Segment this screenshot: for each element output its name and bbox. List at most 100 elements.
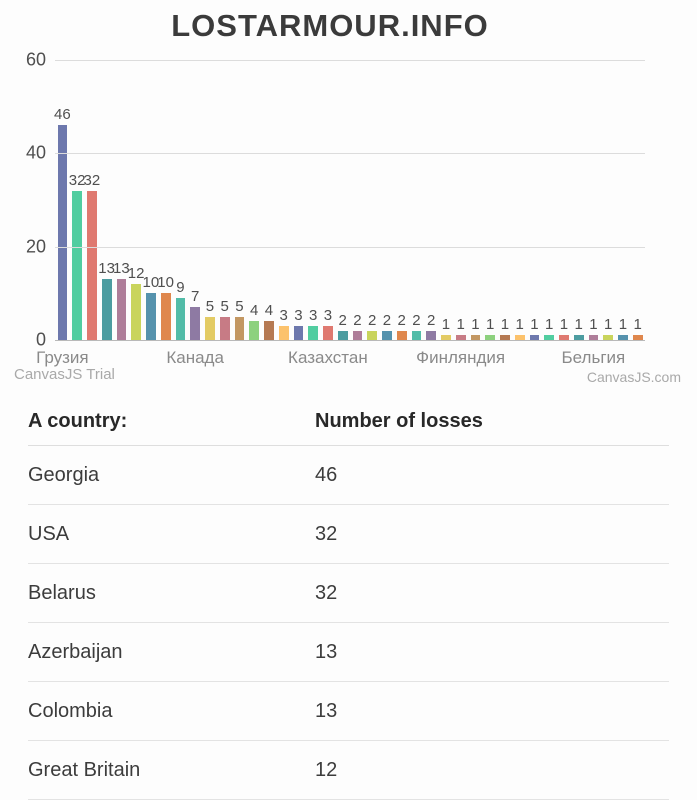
country-cell: Belarus: [28, 581, 96, 604]
bar: 1: [588, 316, 599, 340]
bar: 4: [249, 302, 259, 340]
table-header-row: A country: Number of losses: [28, 398, 669, 446]
table-row: Great Britain 12: [28, 741, 669, 800]
table-header-losses: Number of losses: [315, 410, 483, 432]
y-axis-tick-label: 20: [25, 236, 46, 257]
bar: 5: [205, 298, 215, 340]
y-axis-tick-label: 0: [35, 329, 46, 350]
bar: 10: [143, 274, 159, 340]
country-cell: Azerbaijan: [28, 640, 123, 663]
bar: 1: [514, 316, 525, 340]
bars: 46 32 32 13 13 12 10 10 9 7 5 5 5 4 4 3 3 3 3 2 2 2 2 2 2 2 1 1 1 1 1 1…: [54, 60, 645, 340]
x-axis-label: Канада: [166, 348, 224, 367]
bar: 32: [84, 172, 100, 340]
bar-value-label: 13: [113, 260, 130, 278]
losses-cell: 13: [315, 699, 338, 722]
bar: 13: [98, 260, 115, 340]
losses-cell: 32: [315, 581, 338, 604]
bar-value-label: 1: [574, 316, 583, 334]
bar-value-label: 1: [559, 316, 569, 334]
bar-value-label: 1: [456, 316, 465, 334]
bar-value-label: 10: [142, 274, 160, 292]
bar-value-label: 46: [54, 106, 71, 124]
country-cell: Colombia: [28, 699, 113, 722]
bar: 1: [455, 316, 466, 340]
bar-value-label: 2: [426, 311, 436, 329]
bar-value-label: 1: [544, 316, 554, 334]
y-axis-tick-label: 60: [25, 49, 46, 70]
x-axis-label: Казахстан: [288, 348, 368, 367]
gridline: [55, 246, 645, 248]
bar: 10: [157, 274, 174, 340]
bar-value-label: 5: [220, 297, 229, 315]
bar-value-label: 1: [603, 316, 613, 334]
bar-value-label: 2: [338, 311, 347, 329]
canvasjs-trial-watermark: CanvasJS Trial: [14, 366, 115, 383]
x-axis-label: Бельгия: [561, 348, 626, 367]
bar: 2: [367, 312, 377, 340]
bar-value-label: 1: [515, 316, 524, 334]
bar: 1: [470, 316, 481, 340]
bar: 1: [500, 316, 510, 340]
gridline: [55, 153, 645, 155]
bar-value-label: 1: [618, 316, 628, 334]
table-row: Belarus 32: [28, 564, 669, 623]
bar: 1: [559, 316, 569, 340]
y-axis-tick-label: 40: [25, 142, 46, 163]
table-row: Colombia 13: [28, 682, 669, 741]
bar-chart: 46 32 32 13 13 12 10 10 9 7 5 5 5 4 4 3 3 3 3 2 2 2 2 2 2 2 1 1 1 1 1 1…: [0, 48, 697, 396]
gridline: [55, 60, 645, 61]
bar-value-label: 1: [441, 316, 451, 334]
bar-value-label: 5: [235, 297, 244, 315]
bar: 1: [573, 316, 584, 340]
bar: 2: [396, 312, 407, 340]
country-cell: Georgia: [28, 463, 100, 486]
table-row: USA 32: [28, 505, 669, 564]
bar-value-label: 3: [323, 307, 333, 324]
x-axis-label: Грузия: [36, 348, 89, 367]
bar-value-label: 3: [279, 307, 288, 324]
bar-value-label: 12: [127, 265, 145, 282]
bar: 9: [175, 279, 186, 340]
bar: 13: [113, 260, 130, 340]
bar-value-label: 1: [530, 316, 539, 334]
bar: 1: [632, 316, 643, 340]
bar-value-label: 3: [294, 307, 303, 324]
bar: 1: [618, 316, 628, 340]
bar: 5: [219, 298, 230, 340]
bar-value-label: 32: [83, 171, 101, 189]
bar-value-label: 10: [157, 274, 174, 292]
page-title: LOSTARMOUR.INFO: [171, 8, 489, 43]
bar: 32: [69, 172, 85, 340]
gridline: [55, 340, 645, 341]
bar: 46: [54, 106, 71, 340]
table-row: Georgia 46: [28, 446, 669, 505]
bar-value-label: 1: [633, 316, 642, 334]
bar-value-label: 3: [308, 307, 318, 324]
table-header-country: A country:: [28, 410, 128, 432]
bar-value-label: 9: [176, 279, 185, 296]
bar-value-label: 13: [98, 260, 115, 278]
bar: 3: [293, 307, 304, 340]
bar-value-label: 2: [353, 311, 362, 329]
bar: 5: [234, 298, 245, 340]
losses-cell: 46: [315, 463, 338, 486]
bar-value-label: 2: [397, 311, 406, 329]
bar: 2: [352, 312, 363, 340]
bar-value-label: 1: [500, 316, 510, 334]
country-cell: USA: [28, 522, 70, 545]
bar: 7: [190, 288, 200, 340]
canvasjs-credit-link[interactable]: CanvasJS.com: [586, 369, 681, 385]
bar: 1: [544, 316, 554, 340]
bar: 3: [308, 307, 318, 340]
bar: 1: [485, 316, 495, 340]
bar-value-label: 2: [367, 311, 377, 329]
bar: 1: [441, 316, 451, 340]
bar: 3: [323, 307, 333, 340]
bar-value-label: 2: [382, 311, 392, 329]
bar: 3: [278, 307, 289, 340]
bar-value-label: 32: [68, 171, 86, 189]
bar-value-label: 1: [485, 316, 495, 334]
bar: 2: [337, 312, 348, 340]
bar: 1: [529, 316, 540, 340]
